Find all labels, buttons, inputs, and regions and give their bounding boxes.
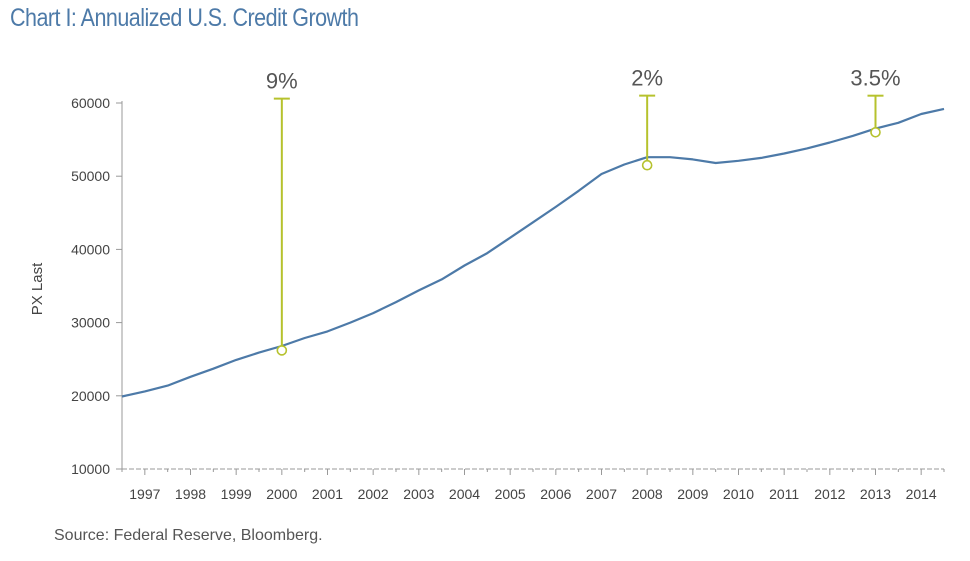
x-tick-label: 2008 xyxy=(632,486,663,502)
chart-title: Chart I: Annualized U.S. Credit Growth xyxy=(10,4,359,32)
series-line xyxy=(121,107,945,398)
annotation-label: 9% xyxy=(266,69,298,94)
axes xyxy=(121,101,944,470)
y-tick-label: 60000 xyxy=(71,95,110,111)
annotation-label: 3.5% xyxy=(850,66,900,91)
annotation-marker xyxy=(276,345,288,356)
x-tick-label: 1997 xyxy=(129,486,160,502)
y-tick-label: 50000 xyxy=(71,168,110,184)
x-tick-label: 2013 xyxy=(860,486,891,502)
annotation-marker xyxy=(641,159,653,171)
x-tick-label: 1998 xyxy=(175,486,206,502)
x-tick-label: 2007 xyxy=(586,486,617,502)
x-tick-label: 2009 xyxy=(677,486,708,502)
x-tick-label: 2002 xyxy=(358,486,389,502)
annotation-marker xyxy=(870,126,881,138)
x-tick-label: 2000 xyxy=(266,486,297,502)
x-tick-label: 2005 xyxy=(495,486,526,502)
x-tick-label: 2006 xyxy=(540,486,571,502)
x-tick-label: 2011 xyxy=(769,486,799,502)
x-tick-label: 2012 xyxy=(814,486,845,502)
source-note: Source: Federal Reserve, Bloomberg. xyxy=(54,527,323,544)
y-tick-label: 40000 xyxy=(71,241,110,257)
x-tick-label: 2001 xyxy=(312,486,343,502)
series-group xyxy=(121,107,945,398)
x-tick-label: 2004 xyxy=(449,486,480,502)
y-tick-label: 10000 xyxy=(71,461,110,477)
x-tick-label: 1999 xyxy=(221,486,252,502)
y-tick-label: 20000 xyxy=(71,388,110,404)
y-axis-ticks: 10000 20000 30000 40000 50000 60000 xyxy=(71,95,122,477)
x-tick-label: 2003 xyxy=(403,486,434,502)
x-tick-label: 2014 xyxy=(906,486,937,502)
annotation-label: 2% xyxy=(631,66,663,91)
x-axis-ticks: 1997 1998 1999 2000 2001 2002 2003 2004 2005 2006… xyxy=(121,469,945,502)
x-tick-label: 2010 xyxy=(723,486,754,502)
y-axis-label: PX Last xyxy=(29,262,46,315)
annotations: 9% 2% 3.5% xyxy=(266,66,901,356)
y-tick-label: 30000 xyxy=(71,315,110,331)
